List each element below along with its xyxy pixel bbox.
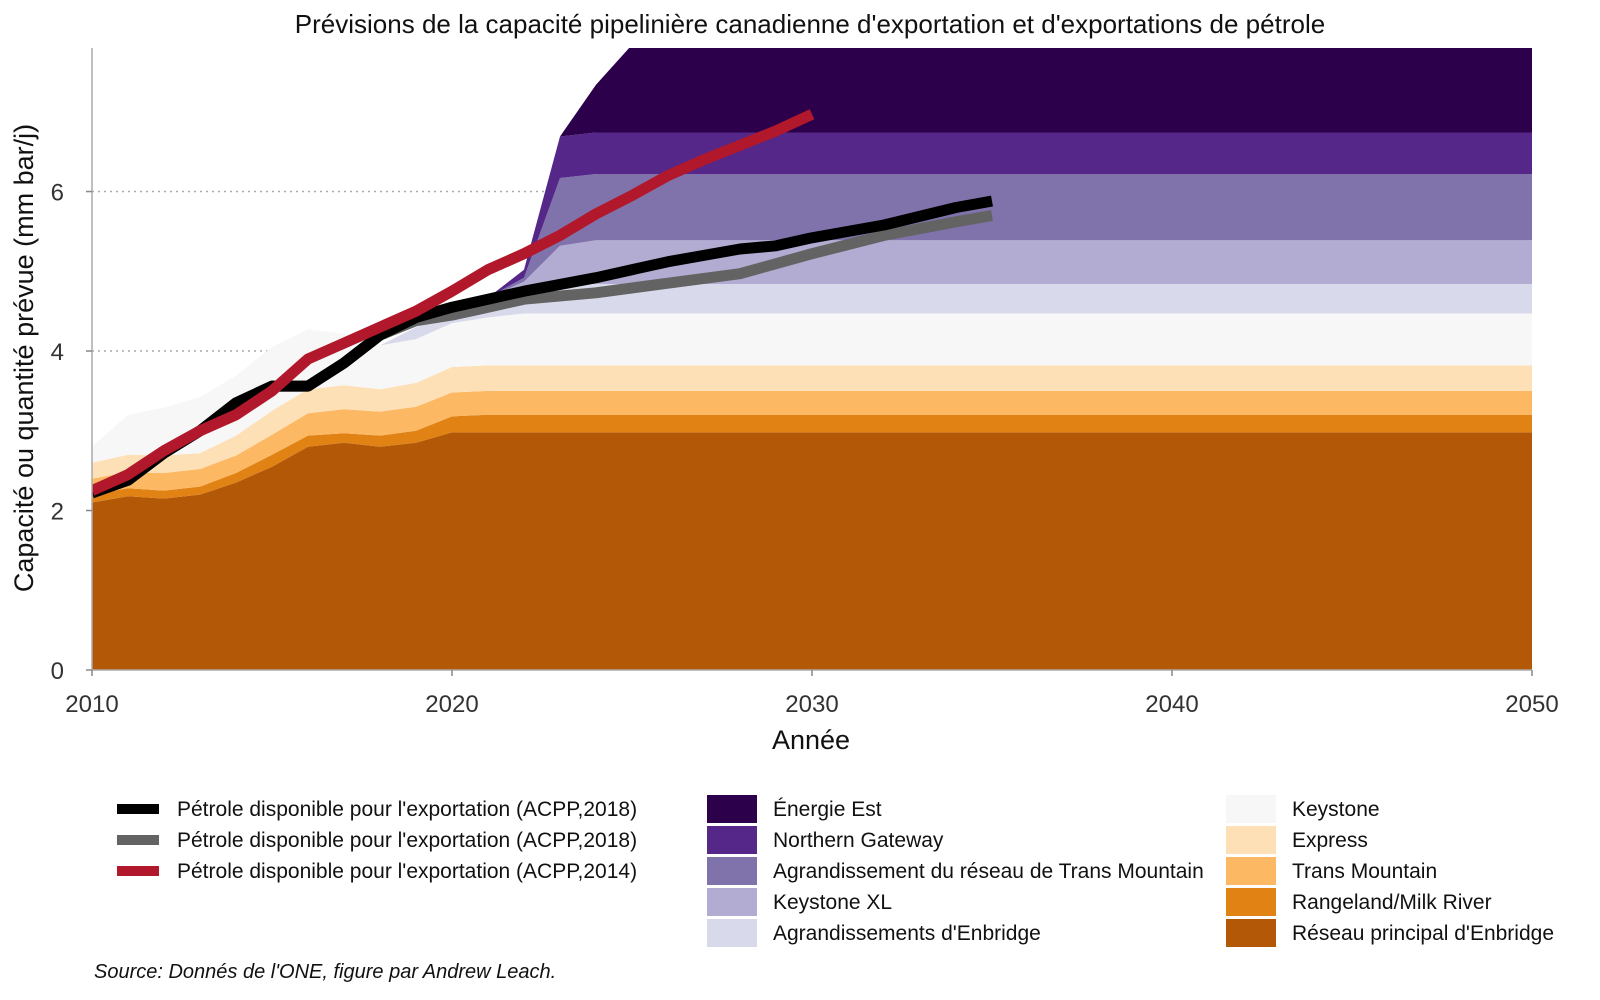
legend-area-swatch [707, 919, 757, 947]
legend-area-label: Énergie Est [773, 798, 882, 821]
legend-area-label: Réseau principal d'Enbridge [1292, 922, 1554, 945]
y-axis-label: Capacité ou quantité prévue (mm bar/j) [9, 124, 39, 592]
chart-title: Prévisions de la capacité pipelinière ca… [295, 9, 1325, 39]
line-series-3 [92, 109, 815, 496]
legend-line-label: Pétrole disponible pour l'exportation (A… [177, 829, 637, 852]
area-agrandissement-du-r-seau-de-trans-mountain [92, 174, 1532, 447]
legend-area-swatch [707, 888, 757, 916]
legend-area-swatch [1226, 919, 1276, 947]
legend-area-swatch [1226, 888, 1276, 916]
export-lines [92, 109, 993, 499]
legend-area-swatch [1226, 826, 1276, 854]
area-northern-gateway [92, 132, 1532, 447]
area-trans-mountain [92, 390, 1532, 495]
legend-line-label: Pétrole disponible pour l'exportation (A… [177, 860, 637, 883]
area-keystone-xl [92, 240, 1532, 447]
legend: Pétrole disponible pour l'exportation (A… [117, 795, 1554, 947]
x-tick-label: 2030 [785, 691, 838, 718]
legend-area-label: Trans Mountain [1292, 860, 1437, 883]
area--nergie-est [92, 48, 1532, 447]
x-tick-label: 2020 [425, 691, 478, 718]
area-express [92, 365, 1532, 479]
legend-area-swatch [707, 795, 757, 823]
legend-area-swatch [1226, 795, 1276, 823]
x-tick-label: 2040 [1145, 691, 1198, 718]
area-agrandissements-d-enbridge [92, 284, 1532, 447]
y-tick-label: 6 [51, 180, 64, 207]
stacked-areas [92, 48, 1532, 670]
legend-area-swatch [1226, 857, 1276, 885]
y-tick-label: 2 [51, 499, 64, 526]
y-tick-label: 0 [51, 658, 64, 685]
legend-area-label: Keystone XL [773, 891, 892, 914]
area-r-seau-principal-d-enbridge [92, 432, 1532, 670]
legend-area-swatch [707, 826, 757, 854]
legend-area-label: Rangeland/Milk River [1292, 891, 1492, 914]
area-rangeland-milk-river [92, 414, 1532, 503]
x-tick-label: 2050 [1505, 691, 1558, 718]
legend-area-swatch [707, 857, 757, 885]
x-tick-label: 2010 [65, 691, 118, 718]
source-note: Source: Donnés de l'ONE, figure par Andr… [94, 961, 556, 983]
legend-area-label: Northern Gateway [773, 829, 944, 852]
legend-line-label: Pétrole disponible pour l'exportation (A… [177, 798, 637, 821]
area-keystone [92, 313, 1532, 463]
legend-area-label: Express [1292, 829, 1368, 852]
y-tick-label: 4 [51, 339, 64, 366]
legend-area-label: Keystone [1292, 798, 1380, 821]
legend-area-label: Agrandissement du réseau de Trans Mounta… [773, 860, 1204, 883]
x-axis-label: Année [772, 725, 850, 755]
axes: 0 2 4 6 2010 2020 2030 2040 2050 [51, 48, 1559, 718]
legend-area-label: Agrandissements d'Enbridge [773, 922, 1041, 945]
